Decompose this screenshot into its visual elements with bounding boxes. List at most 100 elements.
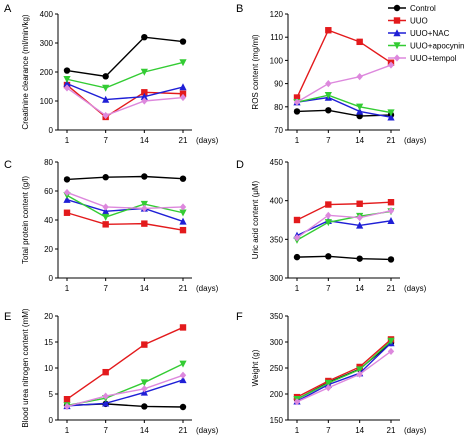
panel-d-series-uuo-nac-point	[356, 221, 364, 229]
panel-d-letter: D	[236, 159, 244, 171]
panel-f-series-uuo-tempol-line	[296, 350, 392, 403]
panel-a-x-tick-label: 14	[140, 136, 149, 145]
panel-e-x-tick-label: 21	[179, 426, 188, 435]
panel-e-series-uuo-apocynin-point	[140, 379, 148, 387]
panel-c-y-tick-label: 60	[44, 187, 53, 196]
panel-b-series-uuo-apocynin-line	[296, 94, 392, 114]
panel-c-x-tick-label: 14	[140, 284, 149, 293]
panel-e-y-tick-label: 20	[44, 312, 53, 321]
panel-c-series-uuo-point	[102, 221, 109, 228]
panel-e-series-uuo-tempol-point	[179, 371, 187, 379]
panel-c-y-tick-label: 20	[44, 245, 53, 254]
panel-e-series-uuo-tempol-point	[63, 402, 71, 411]
panel-b-y-tick-label: 70	[274, 126, 283, 135]
panel-b-series-uuo-apocynin-point	[387, 109, 395, 117]
panel-d-x-tick-label: 14	[355, 284, 364, 293]
panel-c-series-uuo-tempol-point	[179, 203, 187, 211]
panel-b-series-uuo-tempol-point	[356, 73, 363, 81]
panel-d-series-uuo-point	[325, 201, 332, 208]
panel-e-series-uuo-nac-point	[102, 399, 110, 407]
panel-d-series-uuo-tempol-point	[293, 234, 301, 242]
panel-e-x-tick-label: 1	[65, 426, 70, 435]
panel-b: B 70 80 90 100 110 120 1 7 14 21 (days) ROS content …	[236, 3, 427, 145]
panel-f-series-uuo-tempol-point	[387, 347, 395, 355]
panel-d-series-uuo-tempol-line	[296, 210, 392, 239]
panel-a-series-uuo-nac-point	[63, 79, 71, 87]
panel-c-series-uuo-apocynin-point	[140, 200, 148, 208]
panel-e-y-tick-label: 15	[44, 338, 53, 347]
legend-entry-control-label: Control	[410, 4, 436, 13]
panel-c-letter: C	[4, 159, 12, 171]
panel-b-series-uuo-point	[325, 27, 332, 34]
panel-a-x-unit-label: (days)	[196, 136, 219, 145]
panel-c-x-tick-label: 21	[179, 284, 188, 293]
panel-b-series-control-line	[296, 109, 392, 117]
panel-d-series-control-line	[296, 255, 392, 261]
panel-c-series-uuo-point	[63, 209, 71, 216]
panel-b-series-uuo-nac-point	[387, 113, 395, 121]
panel-a-series-control-point	[63, 67, 71, 74]
panel-d-series-uuo-tempol-point	[325, 211, 332, 219]
panel-c-series-control-point	[102, 174, 109, 181]
panel-c-series-uuo-apocynin-point	[179, 209, 187, 217]
panel-a-series-uuo-apocynin-point	[140, 68, 148, 76]
panel-a-series-uuo-point	[141, 89, 148, 96]
panel-b-y-tick-label: 80	[274, 103, 283, 112]
panel-e-series-control-point	[179, 403, 187, 411]
panel-d-series-uuo-point	[293, 216, 301, 224]
panel-f-series-uuo-apocynin-point	[387, 337, 395, 345]
panel-e-series-uuo-point	[63, 396, 71, 403]
panel-e-x-unit-label: (days)	[196, 426, 219, 435]
panel-b-y-tick-label: 110	[270, 33, 283, 42]
panel-e-series-uuo-point	[102, 368, 109, 376]
panel-c-series-uuo-apocynin-point	[102, 213, 110, 221]
panel-d-series-uuo-tempol-point	[356, 214, 363, 222]
panel-c-y-axis-label: Total protein content (g/l)	[21, 176, 30, 264]
panel-c-series-uuo-tempol-point	[102, 203, 109, 211]
panel-f-x-unit-label: (days)	[404, 426, 427, 435]
legend-entry-uuo-apocynin-label: UUO+apocynin	[410, 42, 464, 51]
panel-b-series-uuo-apocynin-point	[324, 92, 332, 99]
panel-c-x-tick-label: 1	[65, 284, 70, 293]
panel-c-series-uuo-line	[66, 212, 184, 231]
panel-c-series-control-line	[66, 175, 184, 181]
panel-f-y-tick-label: 350	[270, 312, 284, 321]
panel-e-series-uuo-nac-point	[179, 376, 187, 384]
panel-a-series-uuo-nac-point	[140, 92, 148, 100]
legend-entry-control-marker	[393, 4, 401, 12]
panel-f-series-uuo-nac-line	[296, 342, 392, 402]
panel-d-series-uuo-nac-line	[296, 220, 392, 237]
legend-entry-uuo-tempol-marker	[393, 54, 401, 62]
panel-d-y-tick-label: 450	[270, 158, 284, 167]
legend-entry-uuo-tempol-label: UUO+tempol	[410, 54, 457, 63]
panel-a-x-tick-label: 7	[103, 136, 108, 145]
legend-entry-uuo-nac-marker	[393, 29, 401, 37]
panel-a-y-tick-label: 0	[49, 126, 54, 135]
panel-e-series-uuo-nac-line	[66, 379, 184, 407]
panel-d-series-uuo-tempol-point	[387, 207, 395, 215]
legend-entry-uuo-nac-label: UUO+NAC	[410, 29, 450, 38]
panel-c-y-tick-label: 0	[49, 274, 54, 283]
panel-d-series-uuo-point	[356, 200, 363, 207]
panel-c: C 0 20 40 60 80 1 7 14 21 (days) Total protein cont…	[4, 158, 219, 293]
panel-b-series-uuo-point	[293, 94, 301, 101]
panel-d-series-uuo-nac-point	[387, 216, 395, 224]
panel-a-series-uuo-apocynin-point	[63, 76, 71, 84]
panel-a-series-uuo-nac-point	[179, 83, 187, 91]
panel-a-y-tick-label: 100	[40, 97, 54, 106]
panel-b-series-control-point	[293, 108, 301, 115]
panel-c-y-tick-label: 40	[44, 216, 53, 225]
panel-d-series-control-point	[387, 256, 395, 263]
panel-c-series-uuo-apocynin-line	[66, 194, 184, 218]
panel-d-x-tick-label: 1	[295, 284, 300, 293]
panel-c-series-uuo-nac-point	[179, 217, 187, 225]
panel-a-series-uuo-tempol-point	[141, 97, 148, 105]
panel-e-series-uuo-apocynin-point	[179, 360, 187, 368]
panel-a-y-tick-label: 200	[40, 68, 54, 77]
panel-b-y-tick-label: 100	[270, 56, 284, 65]
panel-b-series-control-point	[325, 107, 332, 114]
panel-d-series-control-point	[325, 253, 332, 260]
panel-f-x-tick-label: 7	[326, 426, 331, 435]
panel-c-series-uuo-tempol-point	[63, 188, 71, 197]
